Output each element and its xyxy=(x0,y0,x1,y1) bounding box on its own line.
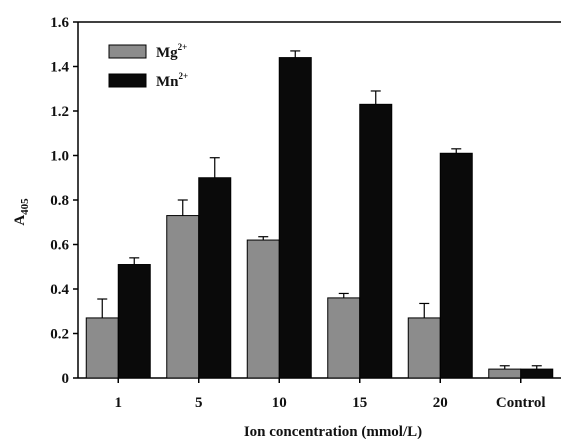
legend-series-name: Mn xyxy=(156,74,179,90)
bar-mg xyxy=(85,317,119,379)
bar-mg xyxy=(488,368,522,379)
x-tick-label: 20 xyxy=(433,395,448,411)
x-tick-label: Control xyxy=(496,395,546,411)
x-tick-label: 10 xyxy=(272,395,287,411)
x-tick-label: 5 xyxy=(195,395,203,411)
bar-mn xyxy=(198,177,232,379)
y-tick-label: 1.6 xyxy=(50,15,69,31)
legend-label-mn: Mn2+ xyxy=(156,71,188,90)
y-axis-ticks: 0 0.2 0.4 0.6 0.8 1.0 1.2 1.4 1.6 xyxy=(50,15,78,387)
bar-mn xyxy=(117,264,151,379)
y-tick-label: 1.2 xyxy=(50,104,69,120)
legend-swatch-mn xyxy=(108,73,147,88)
bar-mn xyxy=(439,152,473,379)
y-axis-title-main: A xyxy=(12,215,28,226)
bar-mg xyxy=(407,317,441,379)
y-tick-label: 0.6 xyxy=(50,238,69,254)
plot-area xyxy=(77,21,561,379)
x-tick-label: 1 xyxy=(115,395,123,411)
y-tick-label: 0.8 xyxy=(50,193,69,209)
bar-mg xyxy=(246,239,280,379)
bar-mg xyxy=(327,297,361,379)
x-axis-title: Ion concentration (mmol/L) xyxy=(244,424,422,439)
y-axis-title: A405 xyxy=(12,198,31,226)
legend-swatch-mg xyxy=(108,44,147,59)
legend: Mg2+Mn2+ xyxy=(108,42,188,90)
y-axis-title-sub: 405 xyxy=(19,198,31,215)
bar-mn xyxy=(520,368,554,379)
legend-series-name: Mg xyxy=(156,45,178,61)
bar-mn xyxy=(278,57,312,379)
y-tick-label: 0.4 xyxy=(50,282,69,298)
y-tick-label: 0 xyxy=(62,371,70,387)
x-axis-ticks: 1 5 10 15 20 Control xyxy=(115,378,546,411)
y-tick-label: 0.2 xyxy=(50,327,69,343)
bar-mn xyxy=(359,103,393,379)
legend-label-mg: Mg2+ xyxy=(156,42,187,61)
legend-series-superscript: 2+ xyxy=(178,42,188,52)
legend-series-superscript: 2+ xyxy=(179,71,189,81)
x-tick-label: 15 xyxy=(352,395,367,411)
bar-mg xyxy=(166,215,200,379)
y-tick-label: 1.4 xyxy=(50,60,69,76)
y-tick-label: 1.0 xyxy=(50,149,69,165)
